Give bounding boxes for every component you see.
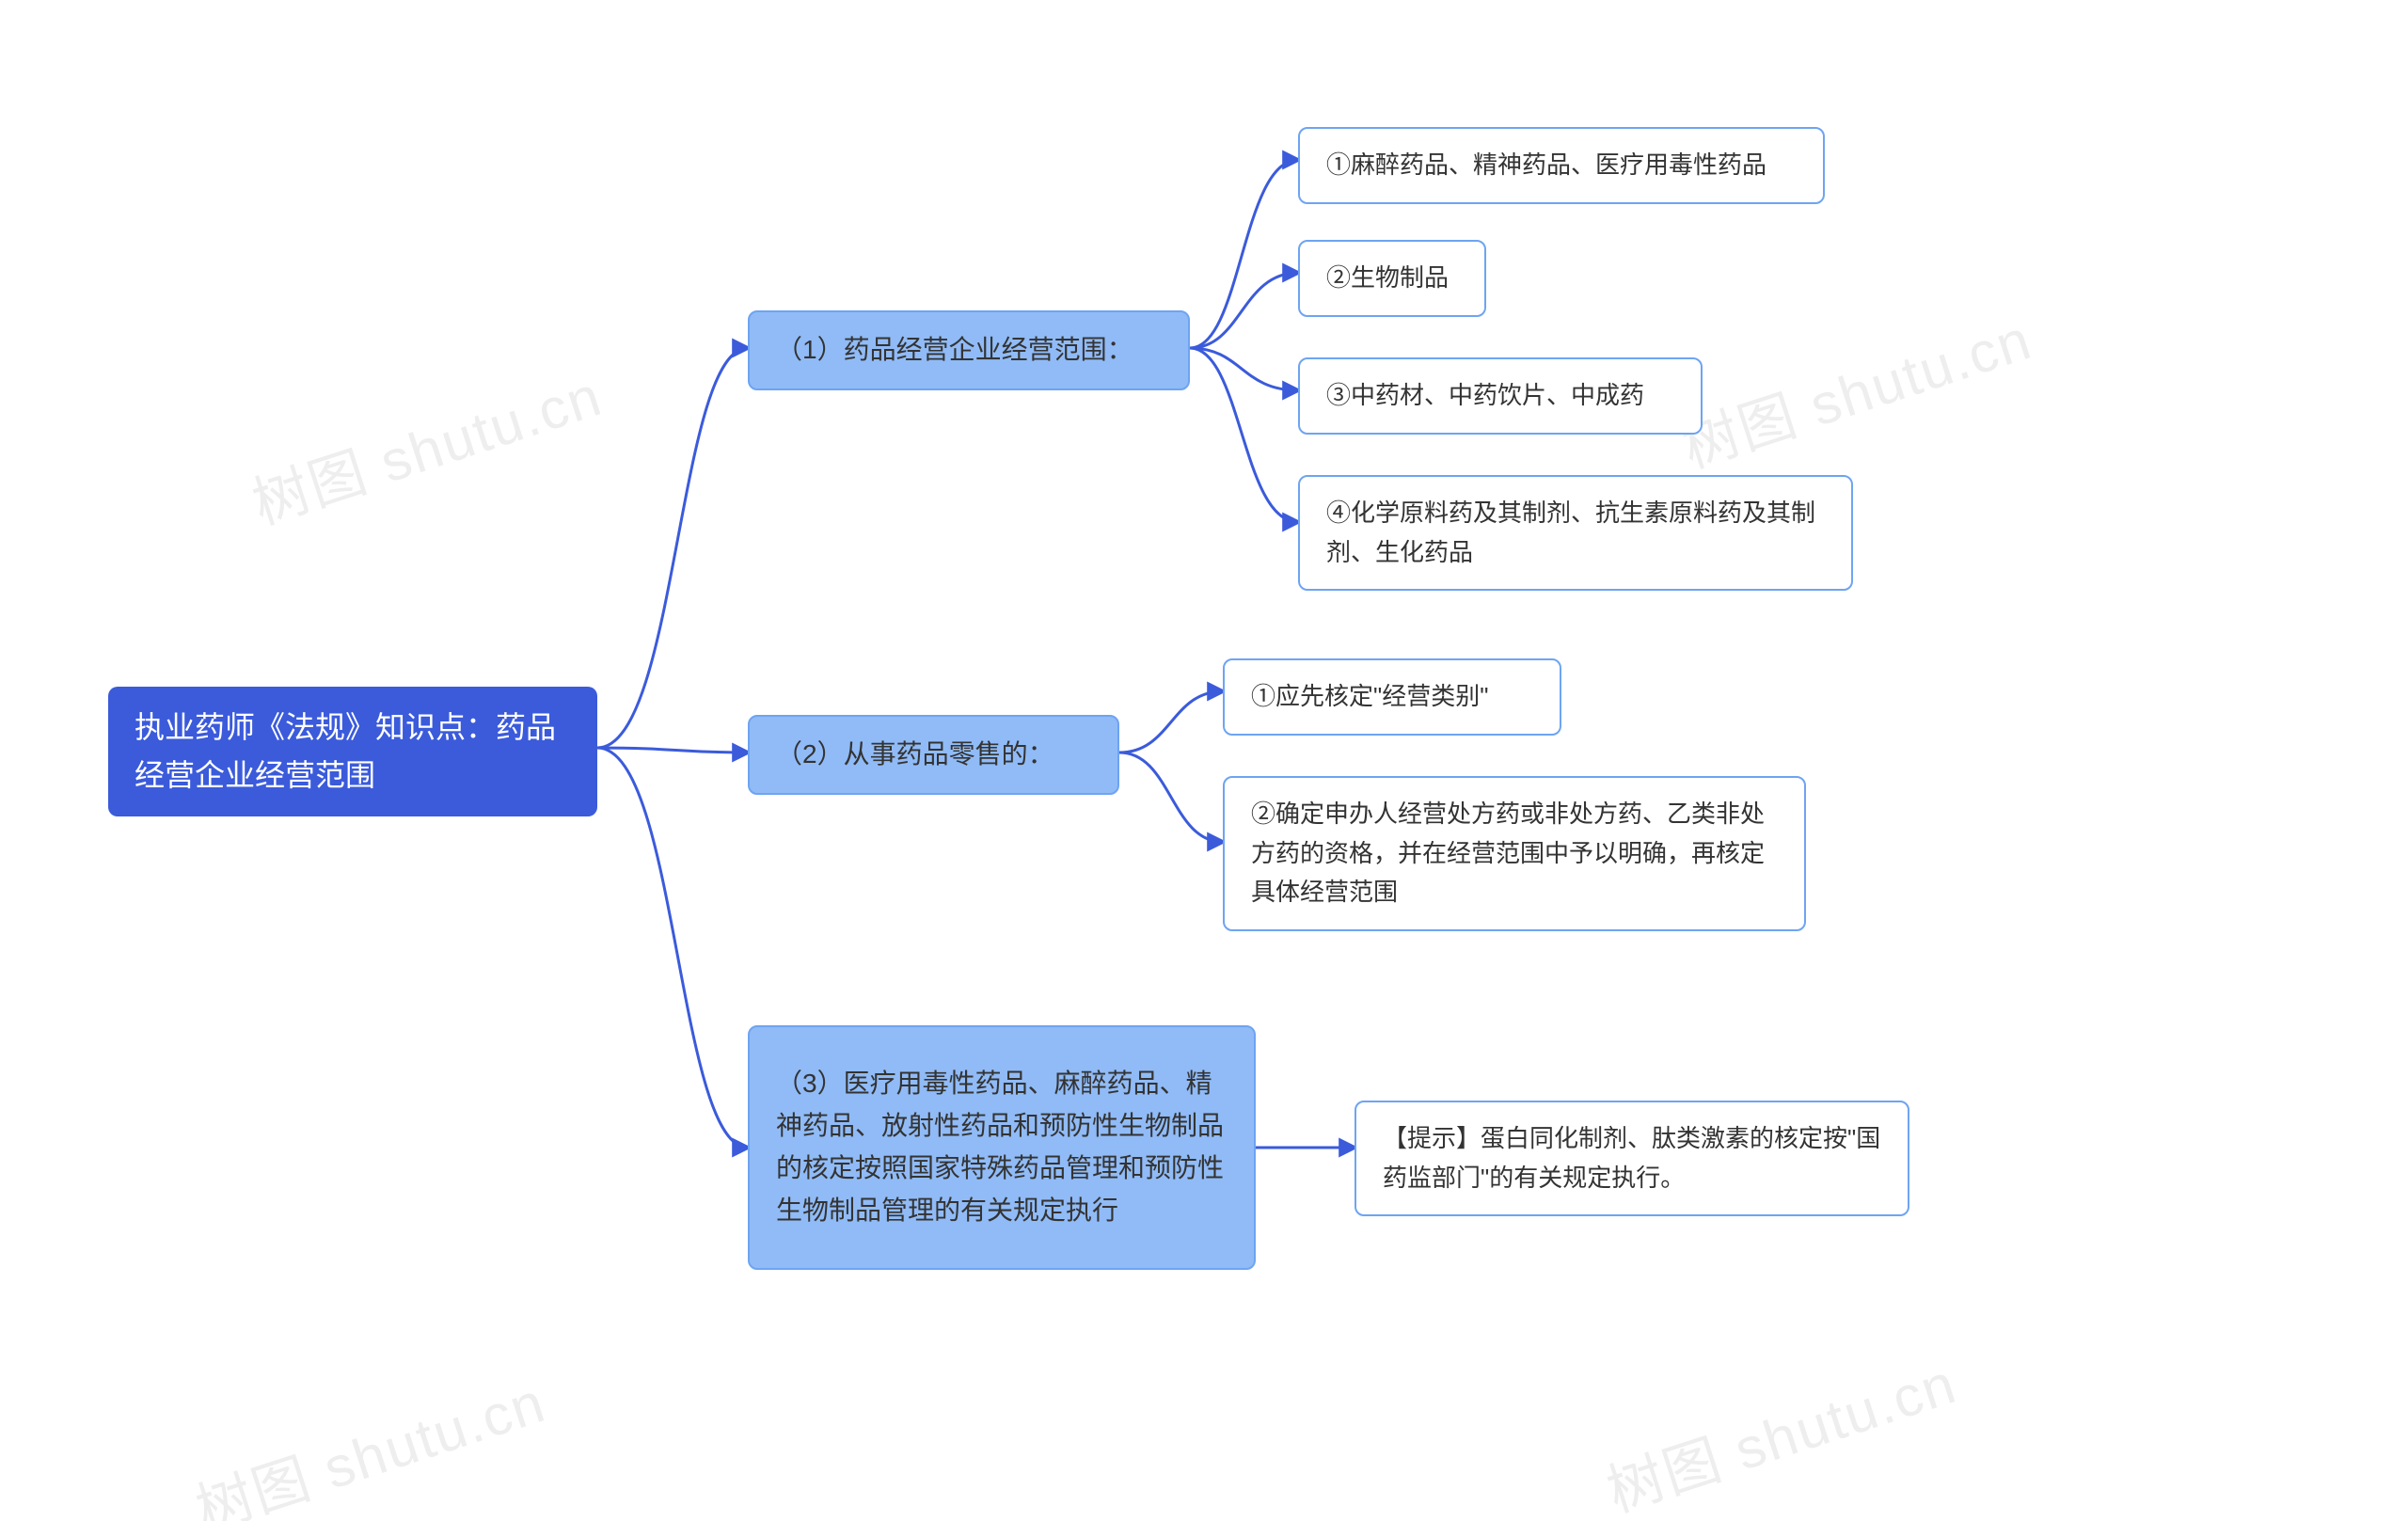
leaf-label: 【提示】蛋白同化制剂、肽类激素的核定按"国药监部门"的有关规定执行。 xyxy=(1383,1119,1881,1197)
branch-label: （3）医疗用毒性药品、麻醉药品、精神药品、放射性药品和预防性生物制品的核定按照国… xyxy=(776,1063,1228,1231)
edge xyxy=(1190,348,1298,390)
root-label: 执业药师《法规》知识点：药品经营企业经营范围 xyxy=(135,704,571,800)
branch-node: （1）药品经营企业经营范围： xyxy=(748,310,1190,390)
mindmap-root: 执业药师《法规》知识点：药品经营企业经营范围 xyxy=(108,687,597,816)
leaf-label: ②确定申办人经营处方药或非处方药、乙类非处方药的资格，并在经营范围中予以明确，再… xyxy=(1251,795,1778,912)
branch-node: （2）从事药品零售的： xyxy=(748,715,1119,795)
watermark: 树图 shutu.cn xyxy=(1671,294,2041,484)
leaf-node: ④化学原料药及其制剂、抗生素原料药及其制剂、生化药品 xyxy=(1298,475,1853,591)
leaf-node: ①应先核定"经营类别" xyxy=(1223,658,1561,736)
edge xyxy=(1119,753,1223,842)
edge xyxy=(1190,348,1298,522)
leaf-label: ③中药材、中药饮片、中成药 xyxy=(1326,376,1644,416)
edge xyxy=(1190,160,1298,348)
leaf-node: ①麻醉药品、精神药品、医疗用毒性药品 xyxy=(1298,127,1825,204)
branch-label: （1）药品经营企业经营范围： xyxy=(776,329,1133,372)
leaf-label: ①应先核定"经营类别" xyxy=(1251,677,1488,717)
watermark: 树图 shutu.cn xyxy=(241,351,611,541)
edge xyxy=(597,748,748,753)
edge xyxy=(597,348,748,748)
branch-node: （3）医疗用毒性药品、麻醉药品、精神药品、放射性药品和预防性生物制品的核定按照国… xyxy=(748,1025,1256,1270)
leaf-node: ③中药材、中药饮片、中成药 xyxy=(1298,357,1703,435)
leaf-node: 【提示】蛋白同化制剂、肽类激素的核定按"国药监部门"的有关规定执行。 xyxy=(1354,1101,1909,1216)
leaf-node: ②生物制品 xyxy=(1298,240,1486,317)
watermark: 树图 shutu.cn xyxy=(1595,1339,1966,1521)
branch-label: （2）从事药品零售的： xyxy=(776,734,1054,776)
leaf-label: ④化学原料药及其制剂、抗生素原料药及其制剂、生化药品 xyxy=(1326,494,1825,572)
watermark: 树图 shutu.cn xyxy=(184,1357,555,1521)
leaf-label: ①麻醉药品、精神药品、医疗用毒性药品 xyxy=(1326,146,1766,185)
leaf-label: ②生物制品 xyxy=(1326,259,1449,298)
edge xyxy=(597,748,748,1148)
edge xyxy=(1190,273,1298,348)
edge xyxy=(1119,691,1223,753)
leaf-node: ②确定申办人经营处方药或非处方药、乙类非处方药的资格，并在经营范围中予以明确，再… xyxy=(1223,776,1806,931)
